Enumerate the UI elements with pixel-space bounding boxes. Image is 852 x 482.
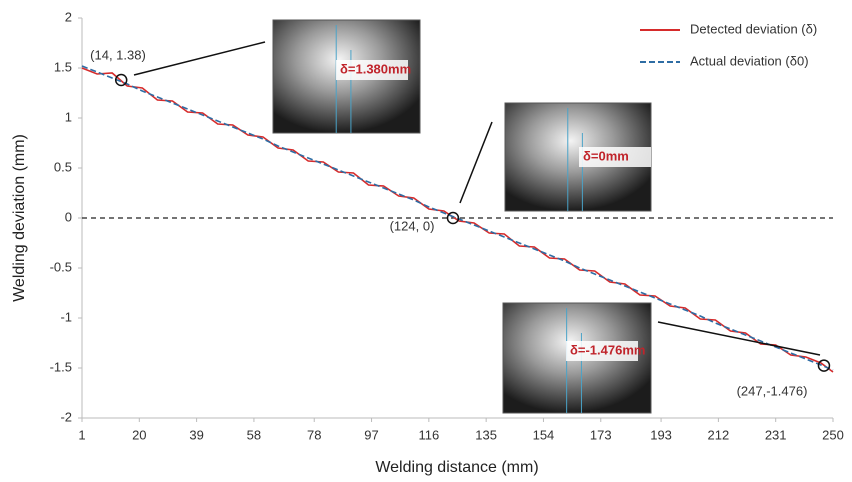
inset-label: δ=0mm [583, 148, 629, 163]
x-tick-label: 135 [475, 427, 497, 442]
x-tick-label: 212 [708, 427, 730, 442]
x-axis-title: Welding distance (mm) [375, 459, 538, 476]
x-tick-label: 173 [590, 427, 612, 442]
legend-label: Detected deviation (δ) [690, 21, 817, 36]
callout-line [133, 41, 266, 76]
y-axis-title: Welding deviation (mm) [11, 134, 28, 302]
x-tick-label: 97 [364, 427, 378, 442]
inset-label-bg [336, 60, 408, 80]
marked-point [817, 359, 831, 372]
y-tick-label: -1 [60, 309, 72, 324]
x-tick-label: 58 [247, 427, 261, 442]
point-label: (14, 1.38) [90, 47, 146, 62]
x-tick-label: 1 [78, 427, 85, 442]
y-tick-label: 1.5 [54, 59, 72, 74]
x-tick-label: 250 [822, 427, 844, 442]
y-tick-label: -0.5 [50, 259, 72, 274]
y-tick-label: -2 [60, 409, 72, 424]
point-label: (247,-1.476) [737, 383, 808, 398]
callout-line [459, 121, 493, 204]
x-tick-label: 193 [650, 427, 672, 442]
inset-label-bg [579, 147, 651, 167]
callout-line [657, 321, 821, 356]
x-tick-label: 78 [307, 427, 321, 442]
x-tick-label: 154 [533, 427, 555, 442]
y-tick-label: 1 [65, 109, 72, 124]
x-tick-label: 116 [418, 427, 439, 442]
legend-label: Actual deviation (δ0) [690, 53, 809, 68]
marked-point [446, 211, 460, 225]
inset-label: δ=1.380mm [340, 61, 411, 76]
y-tick-label: -1.5 [50, 359, 72, 374]
inset-label: δ=-1.476mm [570, 342, 645, 357]
x-tick-label: 231 [765, 427, 787, 442]
marked-point [114, 73, 128, 87]
inset-label-bg [566, 341, 638, 361]
point-label: (124, 0) [390, 218, 435, 233]
y-tick-label: 0 [65, 209, 72, 224]
x-tick-label: 39 [189, 427, 203, 442]
y-tick-label: 0.5 [54, 159, 72, 174]
x-tick-label: 20 [132, 427, 146, 442]
y-tick-label: 2 [65, 9, 72, 24]
